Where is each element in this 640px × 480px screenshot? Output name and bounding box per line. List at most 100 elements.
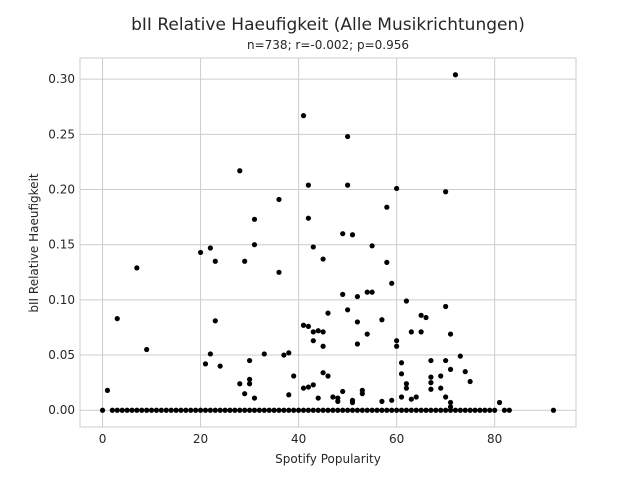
- data-point: [413, 394, 419, 400]
- data-point: [403, 381, 410, 387]
- data-point: [300, 407, 307, 413]
- data-point: [261, 351, 267, 357]
- data-point: [418, 312, 424, 318]
- data-point: [310, 244, 316, 250]
- data-point: [291, 373, 297, 379]
- data-point: [447, 331, 454, 337]
- data-point: [398, 407, 405, 413]
- data-point: [389, 407, 395, 413]
- data-point: [286, 392, 292, 398]
- data-point: [379, 398, 385, 404]
- y-tick-label: 0.00: [48, 403, 75, 417]
- data-point: [443, 189, 449, 195]
- data-point: [246, 407, 253, 413]
- data-point: [452, 72, 459, 78]
- data-point: [550, 407, 557, 413]
- data-point: [364, 407, 370, 413]
- data-point: [202, 407, 209, 413]
- data-point: [197, 407, 204, 413]
- data-point: [114, 316, 120, 322]
- data-point: [438, 407, 444, 413]
- data-point: [487, 407, 493, 413]
- y-tick-label: 0.05: [48, 348, 75, 362]
- data-point: [104, 387, 111, 393]
- data-point: [251, 216, 258, 222]
- x-tick-label: 60: [389, 432, 404, 446]
- data-point: [129, 407, 135, 413]
- data-point: [242, 391, 248, 397]
- data-point: [139, 407, 145, 413]
- data-point: [359, 407, 365, 413]
- data-point: [178, 407, 184, 413]
- data-point: [207, 407, 213, 413]
- y-tick-label: 0.15: [48, 238, 75, 252]
- data-point: [300, 385, 307, 391]
- data-point: [462, 407, 468, 413]
- data-point: [320, 256, 326, 262]
- data-point: [482, 407, 488, 413]
- data-point: [349, 232, 356, 238]
- data-point: [428, 407, 434, 413]
- data-point: [251, 242, 258, 248]
- data-point: [408, 407, 414, 413]
- data-point: [202, 361, 209, 367]
- data-point: [183, 407, 189, 413]
- data-point: [423, 314, 429, 321]
- data-point: [158, 407, 164, 413]
- data-point: [462, 369, 468, 375]
- data-point: [144, 346, 150, 353]
- data-point: [384, 407, 390, 413]
- data-point: [320, 329, 326, 335]
- data-point: [222, 407, 228, 413]
- data-point: [369, 407, 375, 413]
- data-point: [477, 407, 483, 413]
- data-point: [291, 407, 297, 413]
- data-point: [403, 385, 410, 391]
- data-point: [320, 370, 326, 376]
- data-point: [286, 350, 292, 356]
- data-point: [467, 407, 473, 413]
- data-point: [398, 394, 405, 400]
- y-axis-label: bII Relative Haeufigkeit: [27, 173, 41, 312]
- data-point: [345, 182, 351, 188]
- data-point: [428, 386, 434, 392]
- data-point: [394, 338, 400, 344]
- data-point: [433, 407, 439, 413]
- data-point: [374, 407, 380, 413]
- data-point: [305, 182, 311, 188]
- data-point: [276, 269, 282, 275]
- data-point: [403, 407, 410, 413]
- chart-title: bII Relative Haeufigkeit (Alle Musikrich…: [131, 15, 525, 35]
- data-point: [144, 407, 150, 413]
- data-point: [457, 353, 463, 359]
- data-point: [354, 407, 361, 413]
- data-point: [237, 381, 243, 387]
- data-point: [452, 407, 459, 413]
- data-point: [354, 341, 361, 347]
- data-point: [354, 293, 361, 300]
- data-point: [271, 407, 277, 413]
- data-points: [99, 72, 557, 413]
- data-point: [443, 303, 449, 310]
- data-point: [408, 396, 414, 402]
- data-point: [364, 331, 370, 337]
- data-point: [389, 280, 395, 286]
- y-gridlines: [80, 78, 576, 411]
- data-point: [242, 407, 248, 413]
- data-point: [276, 407, 282, 413]
- data-point: [173, 407, 179, 413]
- data-point: [315, 328, 321, 334]
- data-point: [394, 407, 400, 413]
- data-point: [99, 407, 106, 413]
- data-point: [506, 407, 512, 413]
- data-point: [472, 407, 478, 413]
- data-point: [148, 407, 155, 413]
- data-point: [256, 407, 262, 413]
- data-point: [276, 196, 282, 203]
- data-point: [163, 407, 169, 413]
- data-point: [300, 322, 307, 328]
- x-axis-label: Spotify Popularity: [275, 452, 381, 466]
- data-point: [354, 319, 361, 325]
- data-point: [398, 360, 405, 366]
- data-point: [310, 407, 316, 413]
